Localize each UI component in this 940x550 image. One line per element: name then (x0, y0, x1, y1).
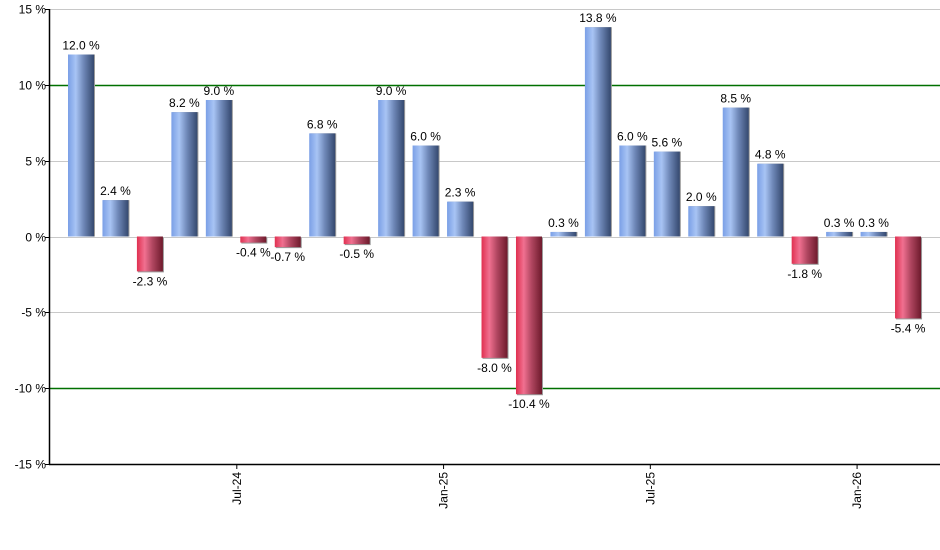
bar (309, 133, 336, 237)
x-tick-label: Jul-24 (230, 472, 244, 505)
bar-value-label: -8.0 % (477, 361, 512, 375)
bar-value-label: 6.0 % (617, 130, 648, 144)
y-tick-label: 10 % (19, 79, 47, 93)
y-axis-tick-labels: 15 % 10 % 5 % 0 % -5 % -10 % -15 % (15, 3, 47, 472)
bar-value-label: -0.4 % (236, 246, 271, 260)
bar (205, 100, 232, 237)
y-tick-label: 5 % (25, 155, 46, 169)
bar-value-label: -5.4 % (891, 321, 926, 335)
y-tick-label: 0 % (25, 231, 46, 245)
bar-value-label: 8.2 % (169, 96, 200, 110)
bar-value-label: -2.3 % (133, 274, 168, 288)
bars (68, 27, 923, 396)
bar-value-labels: 12.0 %2.4 %-2.3 %8.2 %9.0 %-0.4 % -0.7 %6… (62, 11, 925, 411)
bar-value-label: -1.8 % (787, 267, 822, 281)
bar (619, 145, 646, 237)
bar-value-label: 5.6 % (651, 136, 682, 150)
bar (757, 163, 784, 237)
bar-value-label: 6.0 % (410, 130, 441, 144)
bar (171, 112, 198, 237)
y-tick-label: -10 % (15, 382, 47, 396)
bar-value-label: 2.0 % (686, 190, 717, 204)
bar (68, 54, 94, 237)
bar (722, 107, 749, 237)
bar (826, 231, 853, 237)
x-tick-label: Jan-25 (437, 472, 451, 509)
bar-value-label: 8.5 % (720, 92, 751, 106)
axes (48, 9, 940, 466)
bar (653, 151, 680, 237)
bar (550, 231, 577, 237)
bar (274, 236, 301, 248)
bar-value-label: 0.3 % (858, 216, 889, 230)
bar (791, 236, 818, 264)
bar (378, 100, 405, 237)
bar-value-label: 13.8 % (579, 11, 617, 25)
bar (895, 236, 922, 319)
bar-value-label: 9.0 % (376, 84, 407, 98)
bar (102, 200, 129, 237)
bar (343, 236, 370, 245)
bar-value-label: -10.4 % (508, 397, 550, 411)
bar (240, 236, 267, 243)
y-tick-label: -15 % (15, 458, 47, 472)
bar-value-label: 6.8 % (307, 117, 338, 131)
x-tick-label: Jul-25 (643, 472, 657, 505)
bar (136, 236, 163, 272)
bar-value-label: 2.4 % (100, 184, 131, 198)
bar (584, 27, 611, 237)
bar-value-label: -0.7 % (270, 250, 305, 264)
x-axis-tick-labels: Jul-24 Jan-25 Jul-25 Jan-26 (230, 464, 864, 509)
bar-value-label: 2.3 % (445, 186, 476, 200)
x-tick-label: Jan-26 (850, 472, 864, 509)
bar (688, 206, 715, 237)
bar (447, 201, 474, 237)
y-tick-label: 15 % (19, 3, 47, 17)
y-tick-label: -5 % (21, 306, 46, 320)
bar (515, 236, 542, 395)
bar-value-label: -0.5 % (339, 247, 374, 261)
bar-value-label: 0.3 % (824, 216, 855, 230)
bar (481, 236, 508, 358)
bar-value-label: 0.3 % (548, 216, 579, 230)
bar (412, 145, 439, 237)
bar-value-label: 4.8 % (755, 148, 786, 162)
bar (860, 231, 887, 237)
bar-value-label: 12.0 % (62, 39, 100, 53)
bar-value-label: 9.0 % (203, 84, 234, 98)
